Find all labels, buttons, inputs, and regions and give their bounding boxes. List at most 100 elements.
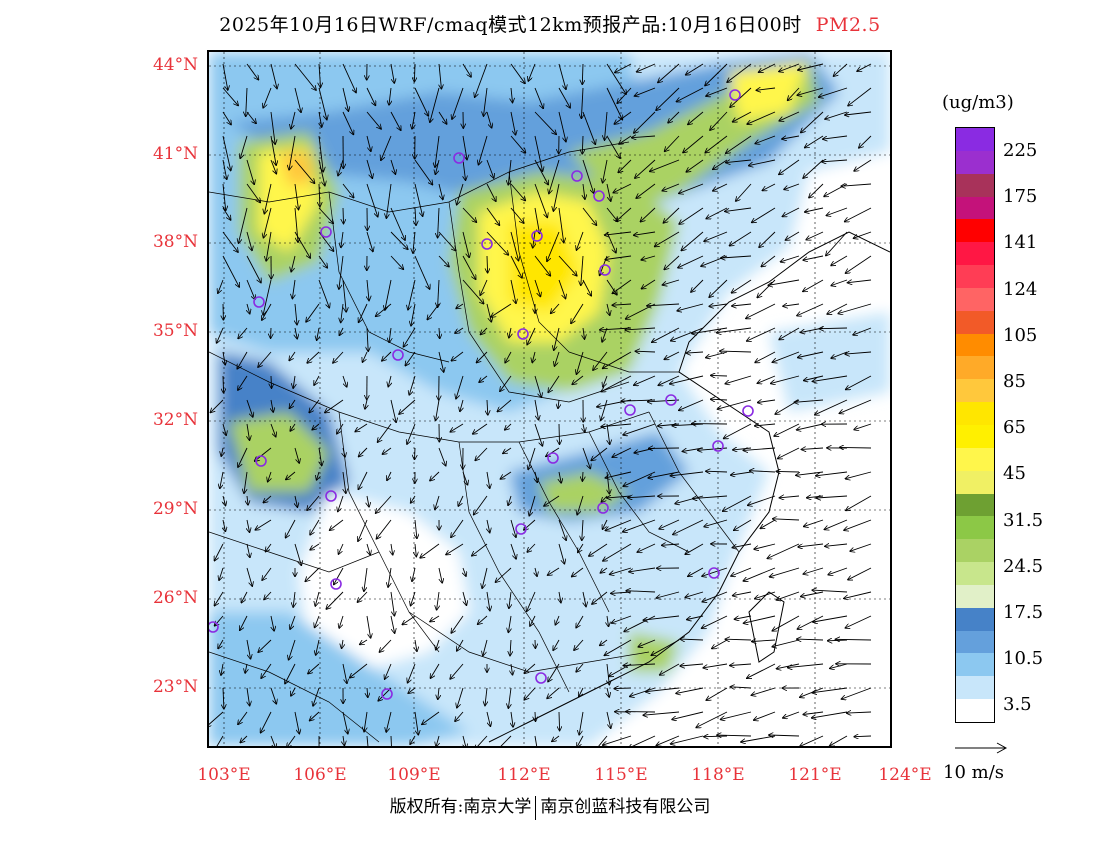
wind-vector [528, 447, 536, 469]
wind-vector [325, 399, 344, 413]
wind-vector [853, 327, 872, 335]
wind-vector [479, 135, 488, 165]
wind-vector [390, 399, 396, 422]
wind-vector [390, 207, 405, 240]
wind-vector [319, 183, 320, 206]
wind-vector [606, 135, 620, 158]
wind-vector [342, 639, 343, 648]
wind-vector [430, 615, 440, 622]
wind-vector [534, 207, 540, 233]
wind-vector [607, 496, 632, 498]
wind-vector [558, 279, 566, 298]
wind-vector [319, 111, 322, 127]
colorbar-label: 225 [1003, 140, 1038, 161]
wind-vector [704, 231, 728, 241]
wind-vector [247, 303, 250, 314]
wind-vector [462, 471, 468, 485]
wind-vector [623, 519, 656, 532]
wind-vector [798, 543, 824, 547]
wind-vector [505, 423, 512, 430]
wind-vector [788, 663, 824, 668]
wind-vector [473, 423, 488, 434]
wind-vector [710, 111, 728, 130]
site-marker [392, 349, 404, 361]
wind-vector [607, 615, 609, 626]
wind-vector [308, 663, 320, 674]
wind-vector [486, 183, 496, 201]
wind-vector [641, 207, 656, 222]
wind-vector [319, 447, 322, 465]
title-main: 2025年10月16日WRF/cmaq模式12km预报产品:10月16日00时 [219, 14, 802, 36]
colorbar-swatch [956, 265, 994, 289]
wind-vector [386, 183, 392, 218]
wind-vector [583, 183, 585, 199]
wind-vector [530, 615, 536, 626]
wind-vector [477, 351, 488, 363]
lat-label: 35°N [152, 321, 198, 341]
wind-vector [845, 352, 872, 354]
wind-vector [780, 496, 800, 498]
wind-vector [755, 351, 776, 362]
wind-vector [713, 159, 728, 169]
site-marker [593, 190, 605, 202]
wind-vector [725, 207, 752, 211]
wind-vector [635, 87, 656, 96]
wind-vector [339, 327, 343, 335]
colorbar-swatch [956, 219, 994, 243]
wind-vector [825, 544, 848, 546]
wind-vector [637, 543, 656, 552]
wind-vector [671, 327, 704, 341]
wind-vector [582, 447, 590, 468]
wind-vector [366, 735, 369, 746]
wind-vector [535, 471, 537, 482]
colorbar-swatch [956, 470, 994, 495]
wind-vector [501, 471, 512, 479]
wind-vector [485, 687, 487, 705]
wind-vector [672, 711, 704, 719]
wind-vector [848, 567, 872, 580]
wind-vector [703, 663, 728, 668]
wind-vector [838, 303, 872, 314]
wind-vector [366, 159, 372, 178]
wind-vector [508, 495, 511, 505]
wind-vector [359, 303, 368, 322]
wind-vector [558, 519, 566, 540]
lon-label: 109°E [387, 765, 441, 785]
wind-vector [524, 687, 536, 700]
colorbar-swatch [956, 584, 994, 609]
wind-vector [487, 519, 490, 533]
wind-vector [577, 735, 584, 746]
wind-vector [456, 375, 464, 399]
wind-vector [435, 135, 440, 167]
wind-vector [605, 639, 632, 655]
wind-vector [624, 615, 656, 632]
wind-vector [558, 207, 564, 242]
wind-vector [582, 135, 583, 154]
wind-vector [317, 471, 319, 480]
wind-vector [415, 543, 416, 556]
wind-vector [491, 303, 512, 317]
wind-vector [246, 159, 254, 184]
wind-vector [439, 63, 441, 89]
wind-vector [479, 375, 488, 382]
lon-label: 112°E [497, 765, 551, 785]
wind-vector [318, 87, 327, 120]
wind-vector [749, 159, 776, 166]
wind-vector [848, 280, 872, 283]
wind-vector [359, 447, 368, 457]
wind-vector [293, 591, 295, 607]
wind-vector [581, 87, 583, 118]
wind-vector [294, 231, 310, 258]
lat-label: 38°N [152, 232, 198, 252]
wind-vector [713, 183, 728, 191]
wind-vector [364, 567, 368, 591]
wind-vector [796, 471, 824, 475]
wind-vector [635, 159, 656, 178]
wind-vector [648, 400, 680, 402]
wind-vector [797, 87, 824, 95]
wind-vector [215, 615, 224, 626]
colorbar-swatch [956, 607, 994, 632]
wind-vector [768, 543, 800, 558]
wind-vector [727, 63, 752, 82]
wind-vector [794, 400, 824, 402]
